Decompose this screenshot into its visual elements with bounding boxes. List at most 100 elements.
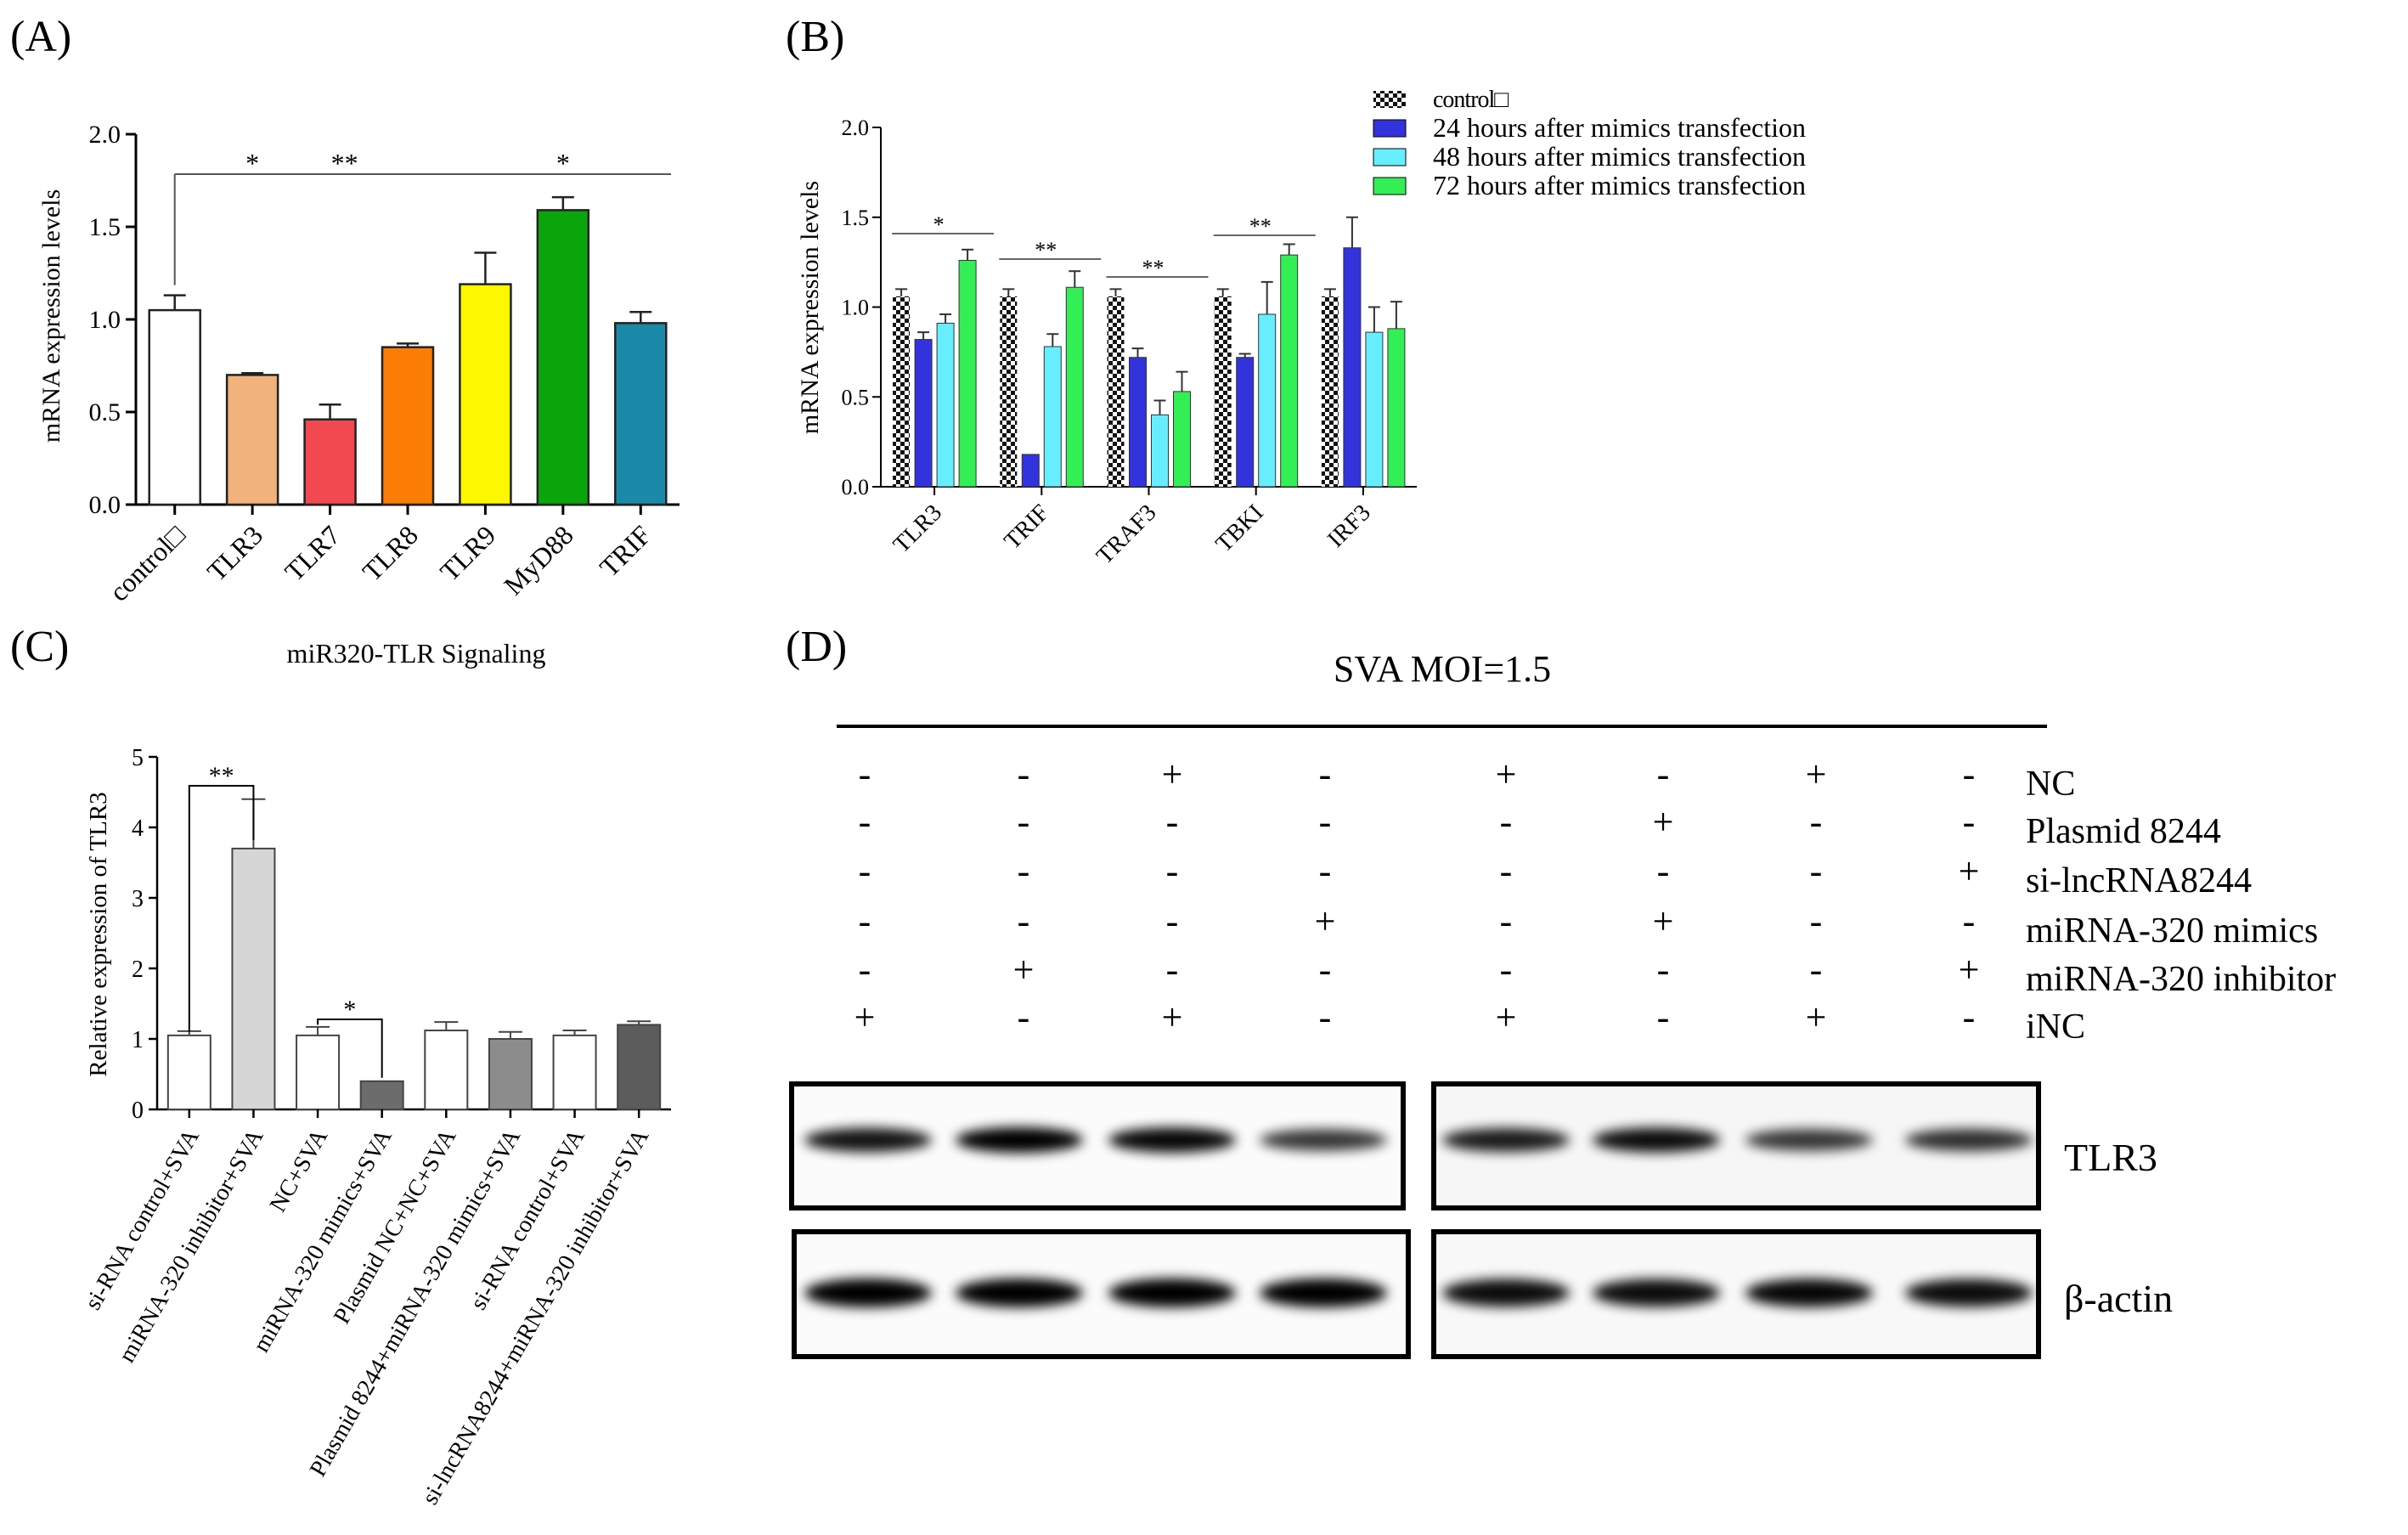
chart-b-ytick-label: 2.0	[842, 116, 870, 140]
chart-c-ytick-label: 5	[132, 745, 144, 771]
chart-b-bar	[1321, 296, 1339, 487]
chart-b-sig-label: **	[1142, 256, 1165, 280]
treatment-mark: -	[1319, 801, 1332, 843]
chart-b-bar	[1387, 328, 1406, 488]
blot-band	[1905, 1278, 2033, 1307]
chart-c-ylabel: Relative expression of TLR3	[85, 792, 112, 1076]
chart-c-ytick-label: 0	[132, 1098, 144, 1124]
treatment-mark: -	[1166, 801, 1179, 843]
chart-a-bar	[225, 374, 279, 506]
chart-c-bar	[552, 1034, 597, 1110]
treatment-mark: +	[854, 996, 876, 1038]
panel-d-title: SVA MOI=1.5	[1334, 648, 1551, 690]
treatment-mark: -	[1500, 949, 1513, 990]
blot-band	[1260, 1278, 1387, 1307]
treatment-mark: -	[1810, 900, 1823, 942]
blot-band	[1745, 1278, 1873, 1307]
panel-label-c: (C)	[10, 623, 69, 671]
chart-c-sig-label: **	[209, 762, 234, 790]
chart-c-bar	[296, 1034, 341, 1110]
blot-band	[1108, 1278, 1236, 1307]
legend-swatch-48h	[1373, 148, 1407, 166]
chart-b-bar	[893, 296, 911, 487]
chart-b-xtick-label: TRAF3	[1091, 499, 1161, 569]
chart-b-xtick-label: IRF3	[1322, 499, 1376, 553]
chart-c-bar	[424, 1030, 469, 1111]
chart-b-legend: control□ 24 hours after mimics transfect…	[1373, 87, 1806, 200]
chart-b-bar	[1365, 331, 1384, 488]
treatment-mark: -	[859, 900, 871, 942]
treatment-mark: -	[1657, 850, 1670, 892]
treatment-matrix: - - + - + - + - NC - - - - - + - - Plasmid 8244 - - - - - - - + si…	[854, 753, 2337, 1047]
blot-band	[1260, 1129, 1387, 1151]
chart-a-title: miR320-TLR Signaling	[287, 638, 546, 669]
chart-b-ytick-label: 1.5	[842, 206, 870, 230]
treatment-mark: -	[1018, 900, 1030, 942]
blot-band	[1442, 1128, 1570, 1152]
treatment-mark: -	[1018, 801, 1030, 843]
chart-c-ytick-label: 1	[132, 1027, 144, 1053]
treatment-mark: -	[1657, 949, 1670, 990]
treatment-mark: -	[1500, 801, 1513, 843]
panel-label-a: (A)	[10, 13, 71, 61]
blot-band	[1745, 1129, 1873, 1151]
treatment-mark: -	[1319, 753, 1332, 795]
treatment-mark: +	[1806, 996, 1827, 1038]
blot-band	[956, 1278, 1083, 1307]
chart-a-bar	[459, 283, 512, 506]
treatment-mark: -	[1657, 996, 1670, 1038]
panel-label-d: (D)	[786, 623, 847, 671]
chart-a-bar	[381, 346, 435, 506]
treatment-mark: -	[1810, 949, 1823, 990]
blot-band	[804, 1127, 932, 1153]
panel-labels: (A) (B) (C) (D)	[10, 13, 847, 671]
blot-label-tlr3: TLR3	[2064, 1136, 2157, 1179]
chart-a-bar	[303, 418, 357, 506]
legend-label-24h: 24 hours after mimics transfection	[1433, 112, 1806, 143]
chart-c-ytick-label: 2	[132, 957, 144, 983]
chart-a-xtick-label: TRIF	[594, 519, 657, 582]
blot-band	[1442, 1278, 1570, 1307]
chart-a-ytick-label: 2.0	[89, 121, 121, 149]
chart-b-ytick-label: 0.0	[842, 475, 870, 499]
treatment-label: NC	[2026, 765, 2075, 804]
treatment-mark: -	[1319, 850, 1332, 892]
western-blot-panel: SVA MOI=1.5 - - + - + - + - NC - - - - - + - - Plasmid 82…	[789, 648, 2337, 1359]
treatment-mark: +	[1806, 753, 1827, 795]
chart-b-ytick-label: 0.5	[842, 385, 870, 409]
blot-band	[956, 1127, 1083, 1153]
chart-a-xtick-label: TLR9	[434, 519, 502, 587]
chart-a-sig-label: *	[556, 148, 570, 178]
treatment-mark: +	[1496, 996, 1517, 1038]
chart-c-xtick-label: si-RNA control+SVA	[465, 1124, 590, 1314]
chart-b-bar	[1173, 391, 1191, 488]
chart-a-xtick-label: TLR3	[201, 519, 269, 587]
chart-b: mRNA expression levels control□ 24 hours…	[796, 87, 1806, 569]
chart-b-bar	[1129, 357, 1147, 488]
treatment-mark: +	[1653, 801, 1674, 843]
chart-b-bar	[958, 260, 977, 488]
chart-c-bar	[166, 1034, 211, 1110]
chart-a-ytick-label: 0.5	[89, 398, 121, 426]
chart-b-sig-label: **	[1035, 238, 1057, 262]
treatment-mark: -	[1810, 850, 1823, 892]
chart-b-bar	[1043, 346, 1062, 488]
treatment-mark: -	[859, 949, 871, 990]
chart-b-bar	[1065, 286, 1084, 488]
treatment-mark: -	[1319, 949, 1332, 990]
chart-b-bar	[1107, 296, 1125, 487]
chart-a-xtick-label: TLR8	[356, 519, 424, 587]
treatment-mark: -	[1500, 900, 1513, 942]
treatment-label: miRNA-320 mimics	[2026, 911, 2318, 951]
treatment-mark: -	[1166, 900, 1179, 942]
treatment-mark: -	[859, 850, 871, 892]
legend-swatch-72h	[1373, 177, 1407, 195]
chart-a: mRNA expression levels miR320-TLR Signal…	[37, 121, 680, 669]
treatment-mark: +	[1315, 900, 1336, 942]
treatment-mark: +	[1162, 753, 1183, 795]
chart-c-bar	[231, 847, 276, 1111]
treatment-mark: +	[1653, 900, 1674, 942]
chart-a-bar	[614, 322, 668, 506]
chart-b-sig-label: *	[933, 212, 945, 237]
chart-c-bar	[617, 1024, 662, 1111]
